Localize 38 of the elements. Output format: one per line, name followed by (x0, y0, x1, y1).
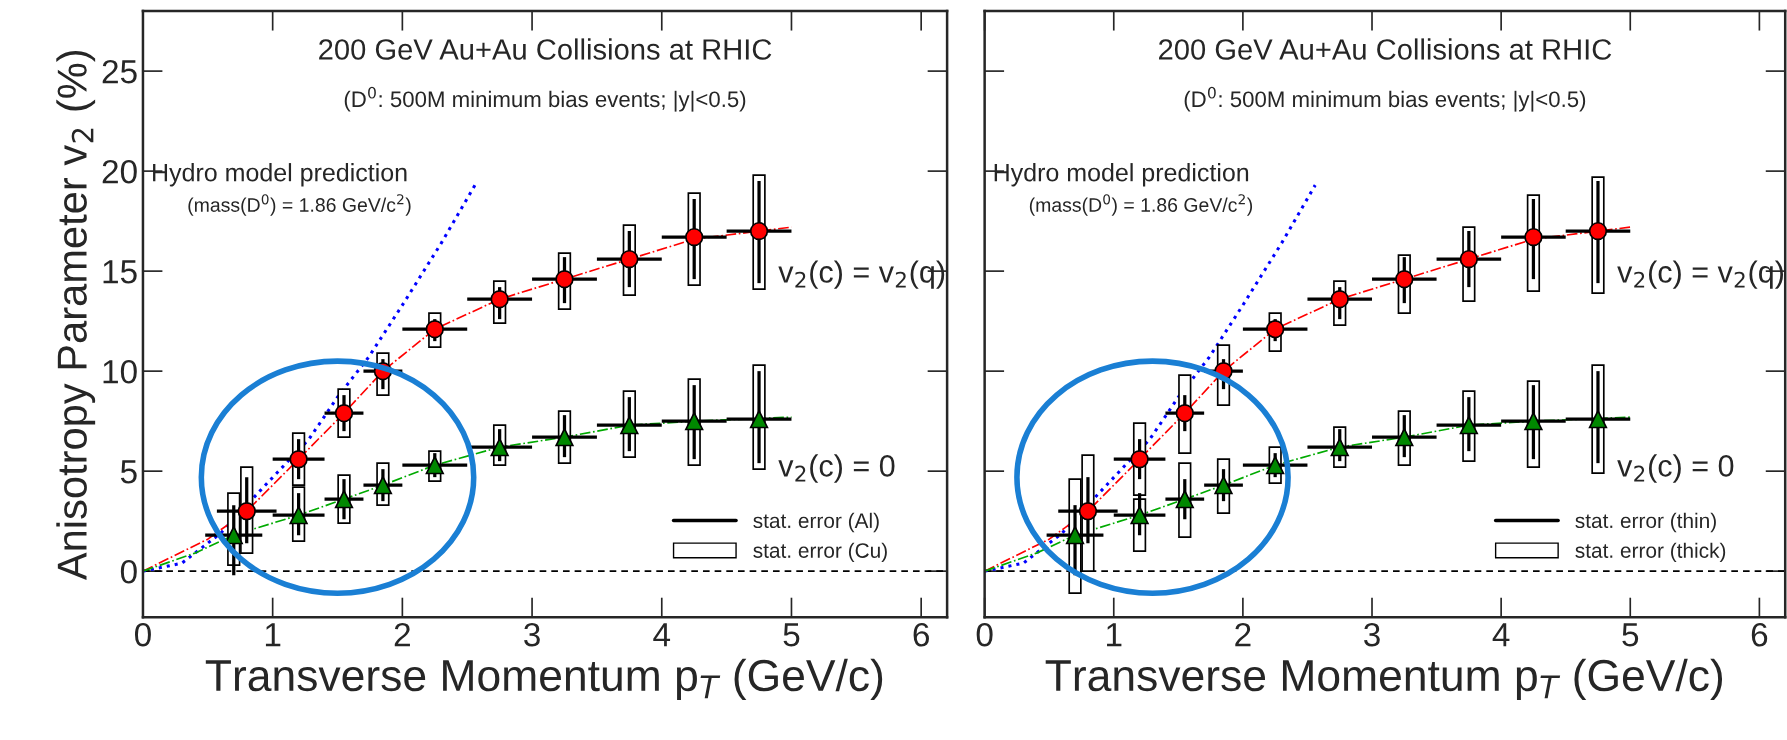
text: (D$^{0}$: 500M minimum bias events; |y|<0.5) (344, 86, 746, 112)
x-tick-label: 6 (1751, 622, 1768, 647)
legend-label: stat. error (Cu) (753, 542, 887, 563)
x-tick-label: 3 (1364, 622, 1380, 647)
x-axis-title: Transverse Momentum p$_{T}$ (GeV/c) (1045, 658, 1723, 701)
annotation: v$_{2}$(c) = v$_{2}$(q) (778, 260, 945, 289)
annotation: (mass(D$^{0}$) = 1.86 GeV/c$^{2}$) (1029, 194, 1253, 216)
x-tick-label: 1 (265, 623, 281, 647)
y-tick-label: 15 (103, 260, 137, 284)
annotation: v$_{2}$(c) = v$_{2}$(q) (1617, 260, 1784, 289)
annotation: Hydro model prediction (153, 163, 407, 187)
x-tick-label: 6 (913, 622, 929, 647)
annotation: (mass(D$^{0}$) = 1.86 GeV/c$^{2}$) (188, 194, 411, 216)
y-tick-label: 0 (120, 559, 137, 584)
y-tick-label: 10 (103, 359, 137, 384)
x-axis-title: Transverse Momentum p$_{T}$ (GeV/c) (205, 658, 883, 701)
y-tick-label: 25 (102, 59, 137, 84)
annotation: v$_{2}$(c) = 0 (1617, 454, 1734, 483)
text: 200 GeV Au+Au Collisions at RHIC (1159, 38, 1612, 60)
annotation: v$_{2}$(c) = 0 (778, 454, 895, 483)
legend-label: stat. error (thin) (1575, 512, 1716, 533)
x-tick-label: 1 (1107, 623, 1122, 647)
text: (D$^{0}$: 500M minimum bias events; |y|<0.5) (1184, 86, 1586, 112)
x-tick-label: 5 (783, 623, 800, 647)
x-tick-label: 4 (653, 623, 671, 647)
x-tick-label: 5 (1622, 623, 1639, 647)
x-tick-label: 2 (1235, 622, 1251, 647)
y-axis-title: Anisotropy Parameter v$_{2}$ (%) (56, 50, 96, 581)
text: 200 GeV Au+Au Collisions at RHIC (319, 38, 772, 60)
x-tick-label: 3 (524, 622, 540, 647)
legend-label: stat. error (thick) (1575, 542, 1726, 563)
y-tick-label: 5 (120, 460, 137, 484)
annotation: Hydro model prediction (994, 163, 1249, 187)
legend-label: stat. error (Al) (753, 512, 879, 533)
x-tick-label: 2 (394, 622, 410, 647)
x-tick-label: 0 (976, 622, 993, 647)
y-tick-label: 20 (102, 159, 137, 184)
x-tick-label: 4 (1492, 623, 1510, 647)
